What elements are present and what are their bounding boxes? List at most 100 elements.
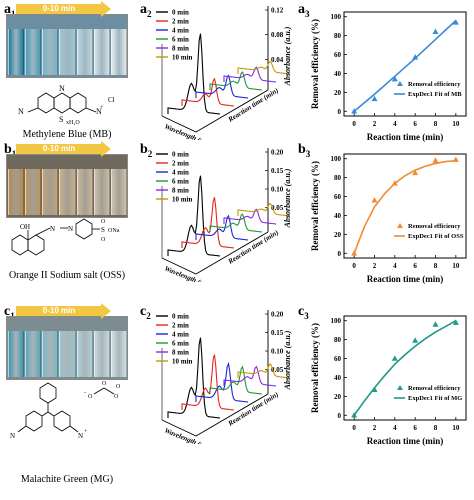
x-tick-label: 2 [373,120,377,128]
y-tick-label: 80 [334,32,342,40]
time-banner: 0-10 min [16,144,102,154]
atom-n: N [68,225,73,233]
z-axis-label: Reaction time (min) [226,86,280,124]
atom-n: N [10,432,15,440]
vial [76,29,93,75]
legend-label: 8 min [172,349,189,357]
data-point [391,180,398,186]
time-banner: 0-10 min [16,4,102,14]
atom-s: S [59,115,63,124]
data-point [432,28,439,35]
data-point [371,95,378,102]
spectrum-curve [237,202,291,217]
x-axis-label: Reaction time (min) [367,132,443,142]
plot-frame [343,315,467,421]
legend-label: 4 min [172,27,189,35]
x-tick-label: 6 [413,120,417,128]
x-axis-label: Reaction time (min) [367,436,443,446]
atom-o: O [88,394,93,400]
atom-o: O [102,381,107,387]
legend-label: 0 min [172,313,189,321]
y-tick-label: 80 [334,174,342,182]
y-tick-label: 100 [331,13,342,21]
spectrum-curve [167,33,221,115]
vial [110,169,127,215]
spectrum-curve [209,365,263,395]
vial [93,331,110,377]
y-tick-label: 100 [331,155,342,163]
vial [76,169,93,215]
vial-photo-oss [6,154,128,218]
y-tick-label: 20 [334,89,342,97]
data-point [452,319,459,325]
atom-s: S [101,226,105,234]
y-axis-label: Absorbance (a.u.) [283,26,292,86]
legend-label: ExpDec1 Fit of MB [408,91,462,98]
vial [110,331,127,377]
time-banner: 0-10 min [16,306,102,316]
legend-marker [397,223,403,228]
y-tick-label: 0.15 [271,329,284,337]
charge-sign: - [84,390,86,396]
x-tick-label: 10 [452,424,460,432]
y-axis-label: Removal efficiency (%) [310,323,320,413]
x-tick-label: 8 [434,424,438,432]
legend-label: 0 min [172,151,189,159]
charge-sign: + [100,105,104,111]
y-tick-label: 0.20 [271,149,284,157]
y-tick-label: 0.20 [271,311,284,319]
vial [59,169,76,215]
vial [25,331,42,377]
atom-n: N [78,432,83,440]
molecule-mg: N N + O O O O - [10,381,121,440]
vial [8,29,25,75]
data-point [351,412,358,418]
y-axis-label: Absorbance (a.u.) [283,330,292,390]
x-tick-label: 4 [393,120,397,128]
y-tick-label: 60 [334,355,342,363]
vial-photo-mg [6,316,128,380]
y-tick-label: 0.04 [271,56,284,64]
y-tick-label: 60 [334,193,342,201]
atom-o: O [116,384,121,390]
spectrum-curve [223,208,277,225]
vial [42,331,59,377]
data-point [371,197,378,203]
legend-label: 2 min [172,18,189,26]
vial [59,29,76,75]
x-tick-label: 0 [352,262,356,270]
group-ona: ONa [108,228,120,234]
atom-n: N [50,225,55,233]
legend-label: 6 min [172,178,189,186]
axis-floor [161,89,269,133]
x-tick-label: 10 [452,262,460,270]
plot-frame [343,153,467,259]
fit-line [353,320,457,416]
legend-label: 0 min [172,9,189,17]
x-tick-label: 2 [373,424,377,432]
vial [25,169,42,215]
data-point [412,169,419,176]
hydrate: xH₂O [66,120,80,126]
legend-label: 4 min [172,331,189,339]
legend-label: 8 min [172,187,189,195]
panel-label-a3: a3 [298,2,310,19]
panel-label-b3: b3 [298,142,311,159]
x-tick-label: 4 [393,424,397,432]
data-point [351,108,358,114]
y-tick-label: 0.05 [271,204,284,212]
data-point [371,386,378,392]
data-point [432,157,439,163]
y-tick-label: 0.10 [271,186,284,194]
compound-name: Orange II Sodium salt (OSS) [8,270,126,281]
axis-floor [161,393,269,437]
x-tick-label: 2 [373,262,377,270]
plot-frame [343,11,467,117]
legend-label: 6 min [172,340,189,348]
data-point [432,321,439,327]
arrow-icon [101,1,111,17]
x-tick-label: 8 [434,262,438,270]
